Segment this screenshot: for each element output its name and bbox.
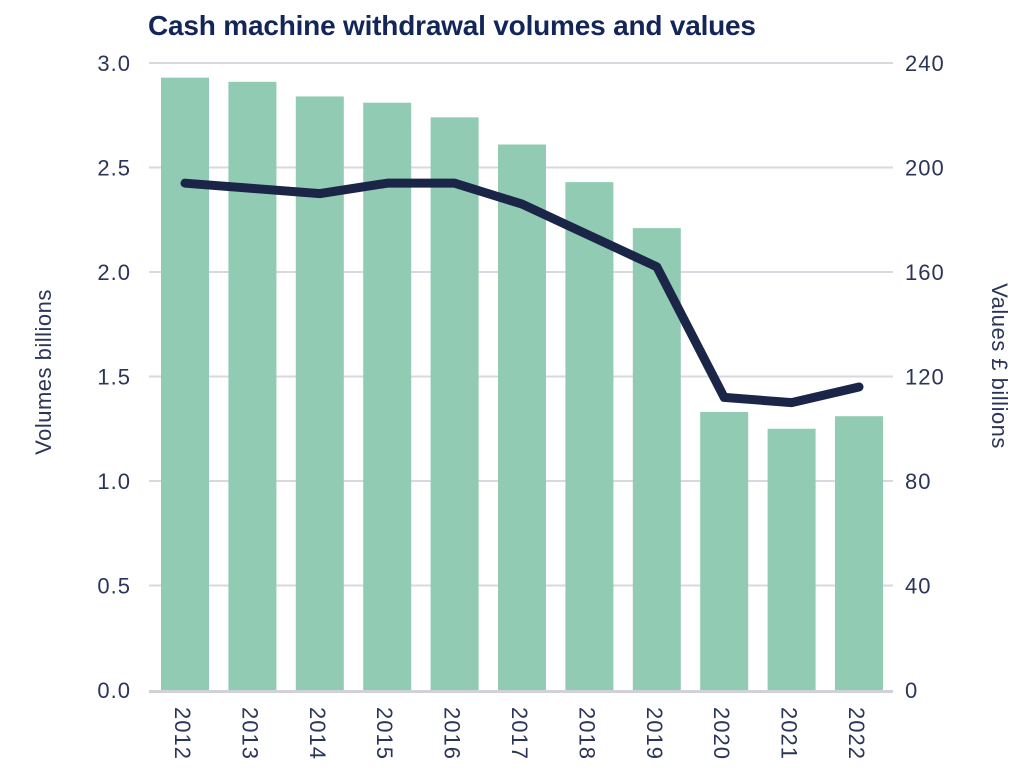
x-tick: 2012: [170, 707, 195, 760]
chart-title: Cash machine withdrawal volumes and valu…: [148, 10, 756, 41]
y-tick-left: 1.0: [97, 469, 131, 494]
y-tick-left: 0.0: [97, 678, 131, 703]
volume-bar-2012: [161, 77, 209, 690]
y-tick-left: 2.0: [97, 260, 131, 285]
y-tick-left: 0.5: [97, 574, 131, 599]
y-tick-right: 80: [905, 469, 931, 494]
volume-bar-2018: [565, 182, 614, 690]
x-tick: 2019: [642, 707, 667, 760]
x-tick: 2021: [777, 707, 802, 760]
volume-bar-2015: [363, 102, 412, 690]
volume-bar-2020: [700, 412, 749, 690]
y-tick-right: 120: [905, 365, 945, 390]
y-tick-right: 200: [905, 156, 945, 181]
volume-bar-2014: [295, 96, 344, 690]
volume-bar-2013: [228, 81, 277, 690]
x-tick: 2018: [574, 707, 599, 760]
volume-bar-2017: [498, 144, 546, 690]
x-tick: 2016: [440, 707, 465, 760]
values-line: [180, 178, 864, 408]
y-tick-right: 160: [905, 260, 945, 285]
x-tick: 2013: [237, 707, 262, 760]
x-tick: 2014: [305, 707, 330, 760]
y-tick-right: 0: [905, 678, 918, 703]
y-tick-left: 2.5: [97, 156, 131, 181]
y-tick-right: 240: [905, 51, 945, 76]
y-tick-left: 1.5: [97, 365, 131, 390]
x-tick: 2022: [844, 707, 869, 760]
x-tick: 2017: [507, 707, 532, 760]
y-tick-left: 3.0: [97, 51, 131, 76]
x-tick: 2015: [372, 707, 397, 760]
volume-bar-2021: [767, 428, 816, 690]
x-tick: 2020: [709, 707, 734, 760]
volume-bar-2016: [430, 117, 479, 691]
y-tick-right: 40: [905, 574, 931, 599]
volume-bar-2022: [835, 416, 883, 690]
